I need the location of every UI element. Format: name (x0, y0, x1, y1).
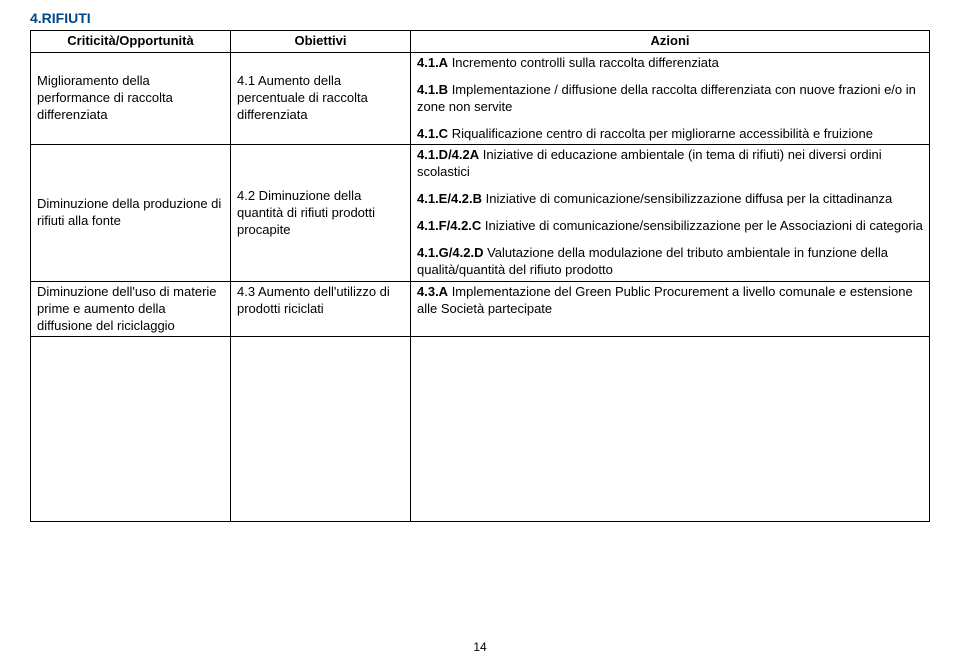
cell-actions: 4.1.D/4.2A Iniziative di educazione ambi… (411, 145, 930, 281)
empty-cell (231, 337, 411, 522)
table-row: Diminuzione dell'uso di materie prime e … (31, 281, 930, 337)
table-row: Miglioramento della performance di racco… (31, 52, 930, 145)
cell-crit: Diminuzione dell'uso di materie prime e … (31, 281, 231, 337)
cell-crit: Diminuzione della produzione di rifiuti … (31, 145, 231, 281)
action-code: 4.1.C (417, 126, 448, 141)
action-text: Iniziative di comunicazione/sensibilizza… (481, 218, 923, 233)
header-crit: Criticità/Opportunità (31, 31, 231, 53)
table-row-empty (31, 337, 930, 522)
action-text: Valutazione della modulazione del tribut… (417, 245, 888, 277)
action-text: Implementazione / diffusione della racco… (417, 82, 916, 114)
cell-obj: 4.3 Aumento dell'utilizzo di prodotti ri… (231, 281, 411, 337)
content-table: Criticità/Opportunità Obiettivi Azioni M… (30, 30, 930, 522)
action-text: Riqualificazione centro di raccolta per … (448, 126, 873, 141)
document-page: 4.RIFIUTI Criticità/Opportunità Obiettiv… (0, 0, 960, 662)
action-code: 4.1.E/4.2.B (417, 191, 482, 206)
table-row: Diminuzione della produzione di rifiuti … (31, 145, 930, 281)
action-code: 4.3.A (417, 284, 448, 299)
section-title: 4.RIFIUTI (30, 10, 930, 26)
cell-crit: Miglioramento della performance di racco… (31, 52, 231, 145)
action-text: Iniziative di comunicazione/sensibilizza… (482, 191, 892, 206)
action-code: 4.1.B (417, 82, 448, 97)
empty-cell (411, 337, 930, 522)
action-code: 4.1.A (417, 55, 448, 70)
action-code: 4.1.F/4.2.C (417, 218, 481, 233)
empty-cell (31, 337, 231, 522)
action-text: Iniziative di educazione ambientale (in … (417, 147, 882, 179)
action-text: Implementazione del Green Public Procure… (417, 284, 913, 316)
action-code: 4.1.G/4.2.D (417, 245, 483, 260)
cell-obj: 4.2 Diminuzione della quantità di rifiut… (231, 145, 411, 281)
header-actions: Azioni (411, 31, 930, 53)
cell-actions: 4.3.A Implementazione del Green Public P… (411, 281, 930, 337)
action-code: 4.1.D/4.2A (417, 147, 479, 162)
action-text: Incremento controlli sulla raccolta diff… (448, 55, 719, 70)
cell-obj: 4.1 Aumento della percentuale di raccolt… (231, 52, 411, 145)
header-obj: Obiettivi (231, 31, 411, 53)
table-header-row: Criticità/Opportunità Obiettivi Azioni (31, 31, 930, 53)
cell-actions: 4.1.A Incremento controlli sulla raccolt… (411, 52, 930, 145)
page-number: 14 (0, 640, 960, 654)
